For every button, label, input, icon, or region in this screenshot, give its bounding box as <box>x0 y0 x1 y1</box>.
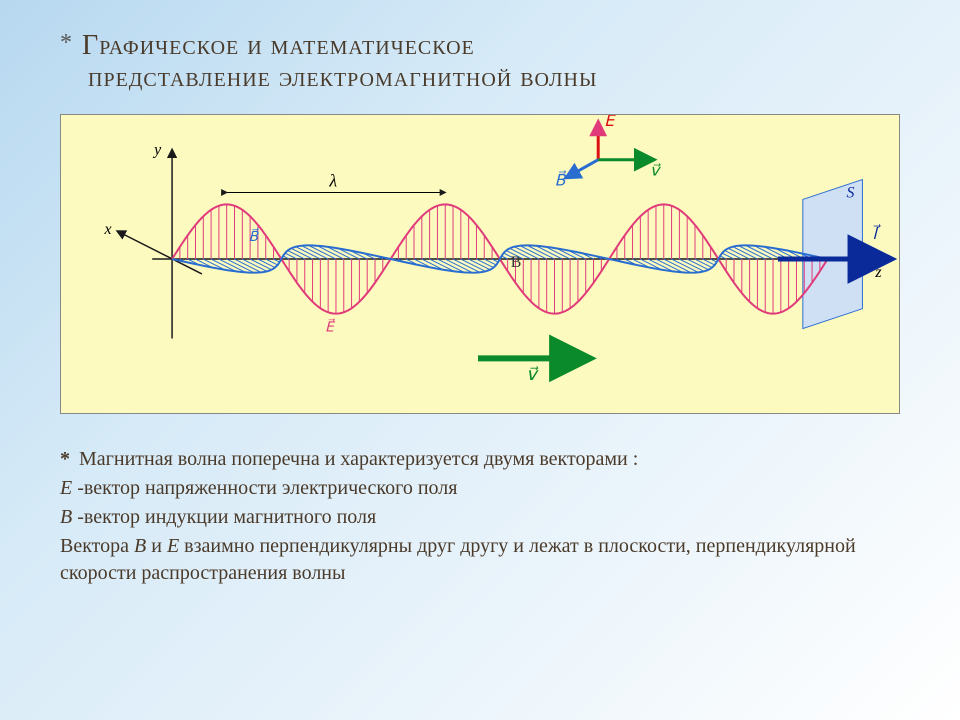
svg-text:B⃗: B⃗ <box>555 170 567 190</box>
body-line2: -вектор напряженности электрического пол… <box>77 477 457 499</box>
sym-b2: B <box>134 535 146 557</box>
body-line4c: и <box>151 535 167 557</box>
sym-e: E <box>60 477 72 499</box>
axis-y-label: y <box>152 142 162 159</box>
b-wave-label: B⃗ <box>249 228 260 246</box>
axis-x-label: x <box>104 221 112 238</box>
s-plane <box>803 180 863 329</box>
wave-diagram: S y x z λ E⃗ B⃗ v⃗ v⃗ l⃗ <box>60 114 900 414</box>
title-line1: Графическое и математическое <box>82 30 475 61</box>
vector-triad: E⃗ B⃗ v⃗ <box>555 115 662 190</box>
e-wave-label: E⃗ <box>325 318 336 336</box>
body-line4e: взаимно перпендикулярны друг другу и леж… <box>60 535 856 584</box>
body-asterisk: * <box>60 448 70 470</box>
title-line2: представление электромагнитной волны <box>88 62 597 93</box>
sym-b: B <box>60 506 72 528</box>
s-label: S <box>847 184 855 201</box>
l-label: l⃗ <box>872 223 881 243</box>
body-line4a: Вектора <box>60 535 134 557</box>
svg-text:E⃗: E⃗ <box>604 115 616 130</box>
axis-x <box>117 231 201 274</box>
svg-text:v⃗: v⃗ <box>650 163 662 180</box>
body-text: * Магнитная волна поперечна и характериз… <box>0 434 960 587</box>
wave-svg: S y x z λ E⃗ B⃗ v⃗ v⃗ l⃗ <box>61 115 899 413</box>
axis-z-label: z <box>874 264 881 281</box>
title-block: * Графическое и математическое представл… <box>0 0 960 104</box>
sym-e2: E <box>167 535 179 557</box>
lambda-label: λ <box>328 171 337 191</box>
body-line1: Магнитная волна поперечна и характеризуе… <box>79 448 638 470</box>
b-center-label: В <box>511 254 522 271</box>
title-asterisk: * <box>60 30 72 56</box>
velocity-label: v⃗ <box>526 364 539 384</box>
body-line3: -вектор индукции магнитного поля <box>77 506 376 528</box>
